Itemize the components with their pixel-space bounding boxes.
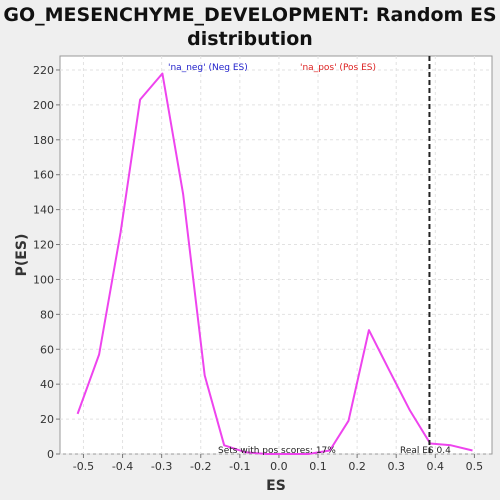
y-tick-label: 200 bbox=[33, 99, 54, 112]
x-tick-label: 0.5 bbox=[466, 460, 484, 473]
y-tick-label: 80 bbox=[40, 308, 54, 321]
y-tick-label: 40 bbox=[40, 378, 54, 391]
y-tick-label: 60 bbox=[40, 343, 54, 356]
legend-neg-entry: 'na_neg' (Neg ES) bbox=[168, 63, 248, 73]
y-tick-label: 140 bbox=[33, 204, 54, 217]
y-tick-label: 160 bbox=[33, 169, 54, 182]
y-tick-label: 20 bbox=[40, 413, 54, 426]
grid-lines bbox=[60, 56, 492, 455]
x-tick-label: 0.3 bbox=[387, 460, 405, 473]
x-axis-label: ES bbox=[266, 478, 286, 494]
x-tick-label: -0.5 bbox=[73, 460, 94, 473]
real-es-annotation: Real ES 0.4 bbox=[400, 446, 451, 456]
sets-pos-scores-annotation: Sets with pos scores: 17% bbox=[218, 446, 336, 456]
x-tick-label: 0.0 bbox=[270, 460, 288, 473]
x-tick-label: -0.4 bbox=[112, 460, 133, 473]
axis-ticks: -0.5 -0.4 -0.3 -0.2 -0.1 0.0 0.1 0.2 0.3 0.4 0.5 0 2… bbox=[33, 64, 483, 473]
y-tick-label: 180 bbox=[33, 134, 54, 147]
es-distribution-line bbox=[76, 72, 473, 455]
chart-title-line1: GO_MESENCHYME_DEVELOPMENT: Random ES bbox=[3, 4, 496, 26]
y-tick-label: 120 bbox=[33, 239, 54, 252]
x-tick-label: 0.1 bbox=[309, 460, 327, 473]
y-axis-label: P(ES) bbox=[14, 234, 30, 277]
x-tick-label: 0.2 bbox=[348, 460, 366, 473]
x-tick-label: 0.4 bbox=[427, 460, 445, 473]
y-tick-label: 100 bbox=[33, 273, 54, 286]
x-tick-label: -0.3 bbox=[151, 460, 172, 473]
y-tick-label: 0 bbox=[47, 448, 54, 461]
plot-area bbox=[59, 55, 493, 455]
y-tick-label: 220 bbox=[33, 64, 54, 77]
legend-pos-entry: 'na_pos' (Pos ES) bbox=[300, 63, 376, 73]
series-layer bbox=[76, 72, 473, 455]
x-tick-label: -0.1 bbox=[229, 460, 250, 473]
x-tick-label: -0.2 bbox=[190, 460, 211, 473]
chart-title-line2: distribution bbox=[187, 28, 313, 50]
